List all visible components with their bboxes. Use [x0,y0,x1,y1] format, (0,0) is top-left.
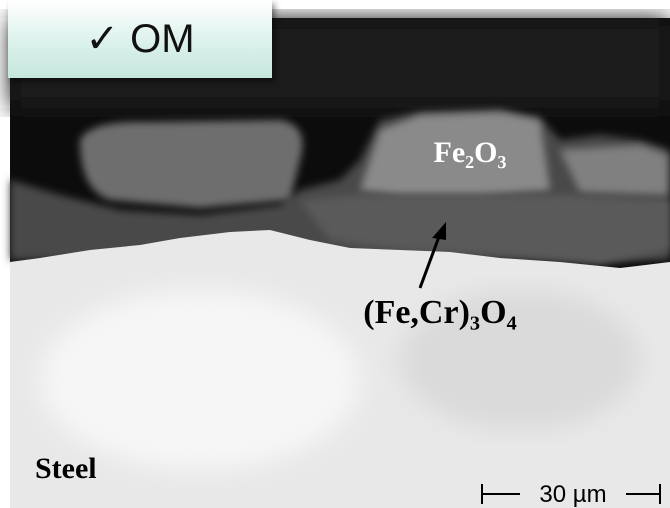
inner-oxide-label: (Fe,Cr)₃O₄ [363,294,516,331]
screenshot: Fe₂O₃ (Fe,Cr)₃O₄ Steel 30 µm ✓ OM [0,0,670,508]
method-badge: ✓ OM [8,0,272,78]
steel-texture [40,290,360,470]
steel-label: Steel [35,452,97,485]
outer-oxide-grain [80,120,303,208]
outer-oxide-label: Fe₂O₃ [434,136,507,169]
scale-bar-label: 30 µm [539,481,606,508]
